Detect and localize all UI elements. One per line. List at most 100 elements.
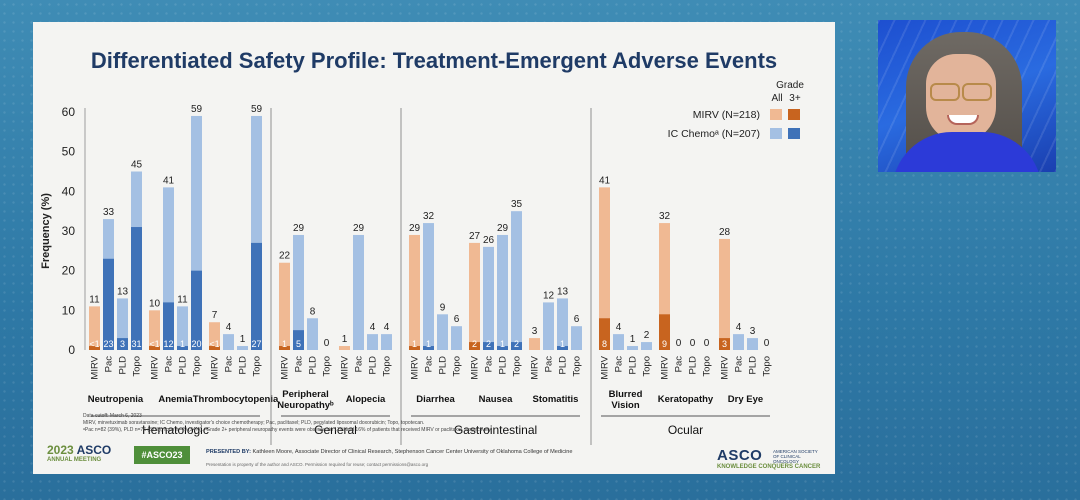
speaker-glasses	[930, 83, 992, 101]
bar-all-grade	[307, 318, 318, 350]
bar-grade-3plus	[469, 342, 480, 350]
annual-meeting-logo: 2023 ASCO ANNUAL MEETING	[47, 443, 111, 463]
arm-tick-label: Pac	[544, 356, 555, 373]
arm-tick-label: PLD	[178, 356, 189, 375]
arm-tick-label: Pac	[484, 356, 495, 373]
speaker-video	[878, 20, 1056, 172]
y-tick-label: 40	[62, 184, 76, 198]
speaker-face	[926, 54, 996, 142]
bar-value-label: 0	[324, 338, 330, 349]
data-cutoff-note: Data cutoff: March 6, 2023	[83, 413, 142, 419]
grade3-value-label: 1	[282, 339, 287, 349]
bar-all-grade	[747, 338, 758, 350]
grade3-value-label: 2	[472, 339, 477, 349]
legend-3plus-header: 3+	[789, 93, 801, 104]
bar-all-grade	[483, 246, 494, 350]
bar-value-label: 33	[103, 207, 115, 218]
bar-grade-3plus	[251, 242, 262, 350]
arm-tick-label: PLD	[748, 356, 759, 375]
bar-value-label: 26	[483, 235, 495, 246]
footnotes: ᵃPac n=82 (39%), PLD n=76 (37%), Topo n=…	[83, 427, 492, 433]
bar-value-label: 13	[557, 286, 569, 297]
bar-all-grade	[529, 338, 540, 350]
bar-grade-3plus	[149, 346, 160, 350]
arm-tick-label: PLD	[558, 356, 569, 375]
bar-value-label: 3	[750, 326, 756, 337]
grade3-value-label: 23	[103, 339, 113, 349]
bar-grade-3plus	[409, 346, 420, 350]
bar-value-label: 1	[630, 334, 636, 345]
arm-tick-label: Topo	[702, 356, 713, 377]
bar-all-grade	[451, 326, 462, 350]
abbreviations-note: MIRV, mirvetuximab soravtansine; IC Chem…	[83, 420, 425, 426]
grade3-value-label: 8	[602, 339, 607, 349]
bar-all-grade	[353, 234, 364, 350]
arm-tick-label: PLD	[438, 356, 449, 375]
group-label: Ocular	[668, 423, 703, 437]
presenter-line: PRESENTED BY: Kathleen Moore, Associate …	[206, 449, 572, 455]
grade3-value-label: 31	[131, 339, 141, 349]
grade3-value-label: 9	[662, 339, 667, 349]
arm-tick-label: MIRV	[410, 355, 421, 379]
event-label: Diarrhea	[416, 394, 455, 405]
bar-all-grade	[599, 187, 610, 350]
grade3-value-label: 1	[412, 339, 417, 349]
y-tick-label: 10	[62, 303, 76, 317]
arm-tick-label: Pac	[164, 356, 175, 373]
arm-tick-label: Topo	[572, 356, 583, 377]
legend-series-label: IC Chemoᵃ (N=207)	[668, 128, 760, 140]
bar-all-grade	[613, 334, 624, 350]
bar-value-label: 41	[599, 175, 611, 186]
bar-value-label: 59	[251, 104, 263, 115]
bar-all-grade	[571, 326, 582, 350]
grade3-value-label: 2	[514, 339, 519, 349]
arm-tick-label: Topo	[512, 356, 523, 377]
bar-grade-3plus	[423, 346, 434, 350]
bar-all-grade	[117, 298, 128, 350]
bar-all-grade	[543, 302, 554, 350]
bar-value-label: 4	[736, 322, 742, 333]
arm-tick-label: Topo	[762, 356, 773, 377]
bar-value-label: 6	[454, 314, 460, 325]
arm-tick-label: Pac	[224, 356, 235, 373]
bar-all-grade	[251, 115, 262, 350]
event-label: Nausea	[479, 394, 514, 405]
asco-logo: ASCO AMERICAN SOCIETY OF CLINICAL ONCOLO…	[717, 447, 820, 470]
legend-swatch-mirv-3plus	[788, 109, 800, 120]
bar-grade-3plus	[719, 338, 730, 350]
bar-value-label: 29	[497, 223, 509, 234]
grade3-value-label: 1	[426, 339, 431, 349]
bar-grade-3plus	[117, 338, 128, 350]
arm-tick-label: PLD	[368, 356, 379, 375]
bar-value-label: 1	[342, 334, 348, 345]
arm-tick-label: PLD	[118, 356, 129, 375]
bar-all-grade	[557, 298, 568, 350]
bar-all-grade	[659, 223, 670, 350]
arm-tick-label: Topo	[252, 356, 263, 377]
bar-all-grade	[437, 314, 448, 350]
arm-tick-label: PLD	[238, 356, 249, 375]
bar-all-grade	[719, 238, 730, 350]
bar-value-label: 27	[469, 231, 481, 242]
bar-value-label: 35	[511, 199, 523, 210]
asco-wordmark: ASCO	[717, 447, 763, 464]
bar-all-grade	[339, 346, 350, 350]
bar-all-grade	[209, 322, 220, 350]
group-label: Hematologic	[142, 423, 209, 437]
bar-value-label: 11	[89, 294, 100, 305]
bar-value-label: 0	[690, 338, 696, 349]
arm-tick-label: MIRV	[530, 355, 541, 379]
bar-value-label: 32	[423, 211, 435, 222]
arm-tick-label: Pac	[354, 356, 365, 373]
bar-value-label: 41	[163, 175, 175, 186]
bar-grade-3plus	[483, 342, 494, 350]
bar-value-label: 13	[117, 286, 129, 297]
bar-all-grade	[177, 306, 188, 350]
bar-value-label: 4	[384, 322, 390, 333]
bar-all-grade	[367, 334, 378, 350]
bar-all-grade	[191, 115, 202, 350]
grade3-value-label: 1	[500, 339, 505, 349]
bar-grade-3plus	[511, 342, 522, 350]
arm-tick-label: PLD	[688, 356, 699, 375]
arm-tick-label: Topo	[192, 356, 203, 377]
